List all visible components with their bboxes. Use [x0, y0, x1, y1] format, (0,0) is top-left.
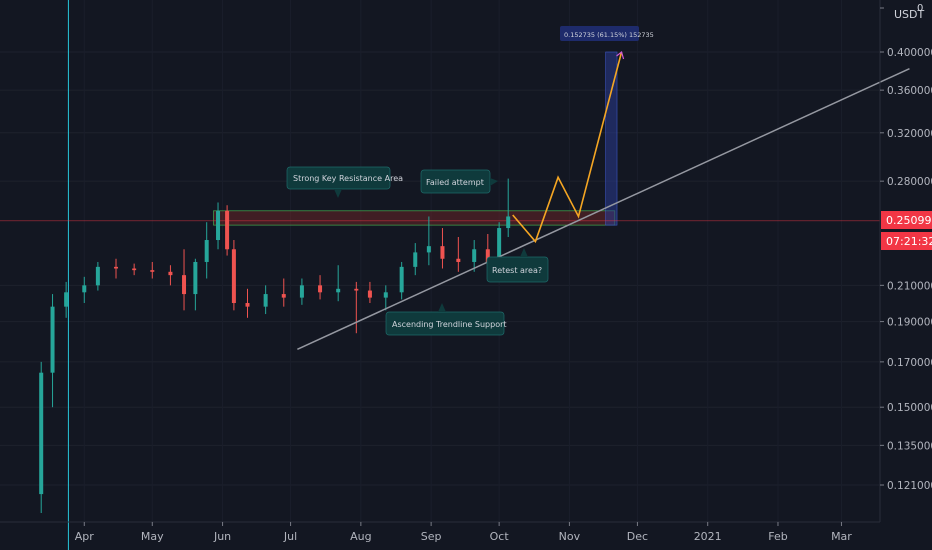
time-tick-label: Jul: [283, 530, 297, 543]
candle-body: [245, 303, 250, 307]
candle-body: [204, 240, 209, 262]
price-axis-top-value: 0: [917, 3, 923, 14]
candle-body: [318, 285, 323, 293]
projection-path: [512, 51, 623, 244]
candle-body: [440, 246, 445, 259]
annotation-trendline[interactable]: Ascending Trendline Support: [385, 303, 507, 336]
current-price-tag: 0.250993 07:21:32: [881, 211, 932, 250]
time-tick-label: Jun: [213, 530, 231, 543]
target-arrow-head: [616, 50, 625, 60]
candle-body: [216, 210, 221, 241]
annotation-retest[interactable]: Retest area?: [486, 248, 549, 283]
time-tick-label: Dec: [627, 530, 648, 543]
time-tick-label: May: [141, 530, 164, 543]
candle-body: [193, 261, 198, 295]
candle-body: [50, 306, 55, 373]
annotation-trendline-pointer: [438, 303, 446, 312]
time-tick-label: Mar: [831, 530, 852, 543]
candle-body: [263, 294, 268, 307]
candle-body: [399, 266, 404, 293]
target-range-box: [605, 51, 618, 226]
ascending-trendline: [297, 67, 910, 350]
candle-body: [336, 288, 341, 293]
annotation-failed-text: Failed attempt: [426, 178, 484, 187]
candle-body: [367, 290, 372, 298]
countdown-tag-bg: [881, 232, 932, 250]
candle-body: [64, 292, 69, 307]
current-price-value: 0.250993: [886, 214, 932, 227]
annotation-resistance[interactable]: Strong Key Resistance Area: [286, 166, 403, 198]
candle-body: [225, 210, 230, 250]
annotation-trendline-text: Ascending Trendline Support: [392, 320, 507, 329]
candle-body: [497, 228, 502, 262]
candle-body: [95, 266, 100, 286]
annotation-retest-text: Retest area?: [492, 266, 542, 275]
candle-body: [383, 292, 388, 298]
annotation-resistance-pointer: [334, 189, 342, 198]
currency-label: USDT: [894, 8, 925, 21]
zones-layer: [0, 51, 880, 226]
annotation-target-box: [560, 26, 639, 41]
annotation-retest-pointer: [520, 248, 528, 257]
candle-body: [231, 249, 236, 304]
candle-body: [114, 266, 119, 269]
annotation-resistance-text: Strong Key Resistance Area: [293, 174, 403, 183]
time-tick-label: Apr: [75, 530, 95, 543]
countdown-value: 07:21:32: [886, 235, 932, 248]
candle-body: [485, 249, 490, 262]
time-tick-label: Feb: [768, 530, 787, 543]
candles-layer: [39, 178, 511, 513]
time-tick-label: Oct: [490, 530, 510, 543]
candle-body: [132, 268, 137, 271]
price-tick-label: 0.121000: [887, 480, 932, 492]
time-tick-label: Nov: [559, 530, 581, 543]
candle-body: [413, 252, 418, 267]
time-tick-label: Sep: [421, 530, 442, 543]
candle-body: [456, 258, 461, 262]
annotation-failed[interactable]: Failed attempt: [420, 169, 498, 194]
annotation-target[interactable]: 0.152735 (61.15%) 152735: [560, 26, 654, 41]
candle-body: [299, 285, 304, 298]
candle-body: [426, 246, 431, 253]
current-price-tag-bg: [881, 211, 932, 229]
drawings-layer: [297, 50, 910, 350]
candle-body: [182, 275, 187, 295]
candle-body: [82, 285, 87, 293]
candle-body: [354, 288, 359, 291]
time-tick-label: 2021: [694, 530, 722, 543]
time-axis[interactable]: Apr May Jun Jul Aug Sep Oct Nov Dec 2021 Feb Mar: [75, 522, 853, 543]
annotation-target-text: 0.152735 (61.15%) 152735: [564, 31, 654, 39]
candle-body: [168, 271, 173, 276]
candle-body: [506, 216, 511, 229]
candle-body: [281, 294, 286, 298]
resistance-zone: [213, 210, 616, 226]
candle-body: [472, 249, 477, 262]
annotation-failed-pointer: [490, 178, 498, 186]
candle-body: [150, 270, 155, 272]
annotation-retest-box: [486, 256, 549, 283]
time-tick-label: Aug: [350, 530, 371, 543]
candle-body: [39, 372, 44, 495]
